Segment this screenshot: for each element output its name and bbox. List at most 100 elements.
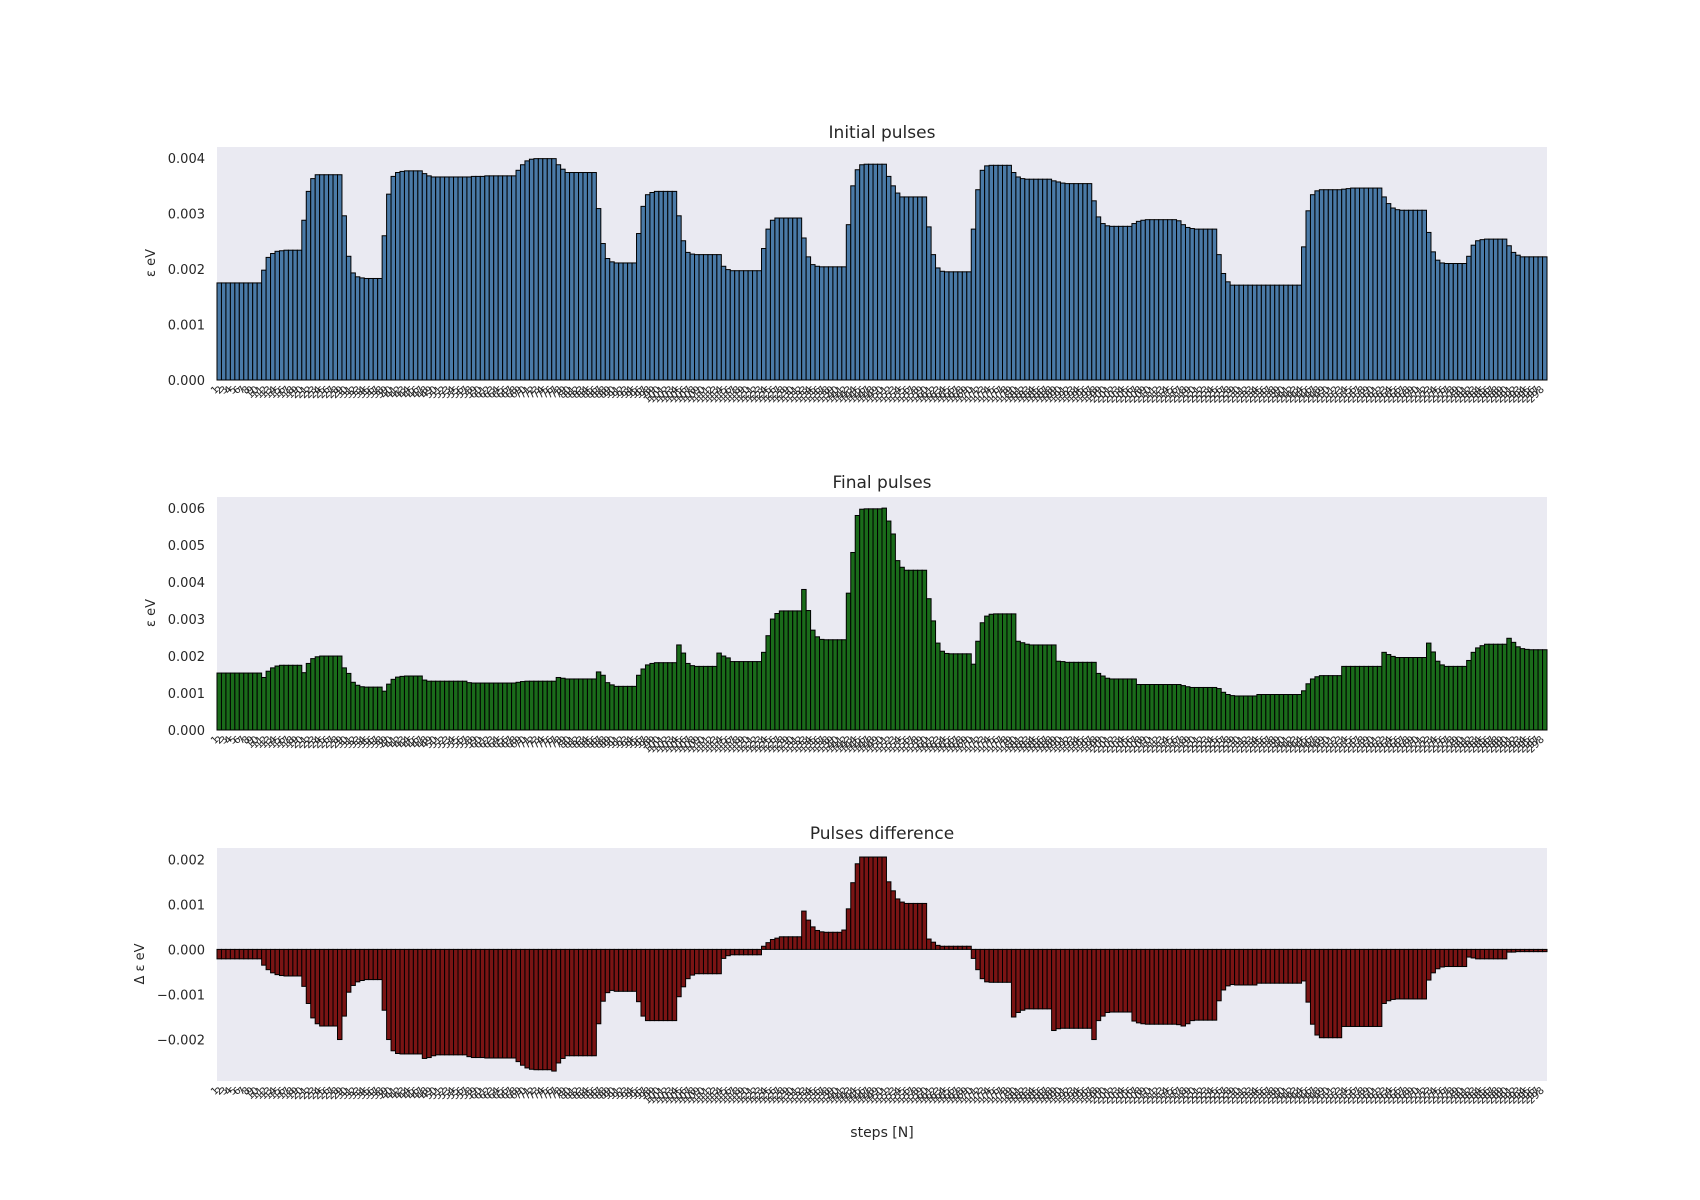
bar xyxy=(1443,948,1450,968)
bar xyxy=(707,948,713,975)
bar xyxy=(368,686,374,731)
bar xyxy=(832,266,838,381)
bar xyxy=(984,948,990,983)
bar xyxy=(586,678,593,731)
bar xyxy=(1153,219,1160,381)
bar xyxy=(1153,684,1160,731)
bar xyxy=(689,948,696,976)
ytick-label: 0.001 xyxy=(168,687,205,702)
bar xyxy=(970,663,977,731)
bar xyxy=(1327,189,1334,381)
bar xyxy=(1354,187,1361,381)
bar xyxy=(1528,256,1535,381)
bar xyxy=(488,175,495,381)
bar xyxy=(609,684,615,731)
bar xyxy=(1528,948,1535,953)
bar xyxy=(421,948,428,1059)
bar xyxy=(877,856,883,950)
bar xyxy=(845,224,852,381)
bar xyxy=(377,948,383,981)
bar xyxy=(805,256,812,381)
bar xyxy=(1484,238,1490,381)
bar xyxy=(792,936,798,950)
bar xyxy=(1251,948,1258,986)
bar xyxy=(997,164,1003,381)
bar xyxy=(769,618,776,731)
bar xyxy=(993,164,999,381)
bar xyxy=(783,936,789,950)
bar xyxy=(546,680,553,731)
bar xyxy=(1122,948,1128,1013)
bar xyxy=(1037,178,1044,381)
bar xyxy=(827,931,834,950)
bar xyxy=(970,228,977,381)
ytick-label: −0.001 xyxy=(157,989,205,1004)
bar xyxy=(613,948,620,992)
bar xyxy=(841,266,847,381)
bar xyxy=(1006,613,1012,731)
bar xyxy=(1452,665,1459,731)
bar xyxy=(649,948,655,1022)
bar xyxy=(484,682,490,731)
bar xyxy=(1171,219,1178,381)
bar xyxy=(885,881,892,950)
bar xyxy=(1176,684,1182,731)
xlabel-steps: steps [N] xyxy=(850,1125,913,1141)
bar xyxy=(560,168,566,381)
bar xyxy=(653,662,660,731)
bar xyxy=(372,686,379,731)
bar xyxy=(680,240,687,381)
bar xyxy=(1336,675,1343,731)
bar xyxy=(292,664,298,731)
bar xyxy=(1095,216,1102,381)
bar xyxy=(1274,694,1280,731)
bar xyxy=(1109,948,1115,1013)
bar xyxy=(957,271,963,381)
bar xyxy=(386,948,392,1041)
bar xyxy=(283,948,289,977)
bar xyxy=(1019,642,1026,731)
bar xyxy=(399,675,405,731)
bar xyxy=(1126,678,1133,731)
bar xyxy=(930,941,937,950)
bar xyxy=(720,948,727,959)
bar xyxy=(676,215,682,381)
bar xyxy=(1426,642,1432,731)
bar xyxy=(1350,187,1356,381)
bar xyxy=(1198,948,1204,1021)
bar xyxy=(1060,948,1066,1029)
bar xyxy=(1086,661,1093,731)
bar xyxy=(935,642,941,731)
bar xyxy=(310,178,316,381)
bar xyxy=(278,948,285,977)
bar xyxy=(359,686,365,731)
bar xyxy=(1158,948,1164,1025)
bar xyxy=(1051,180,1057,381)
bar xyxy=(524,160,530,381)
bar xyxy=(323,174,330,381)
bar xyxy=(1426,231,1432,381)
bars-difference xyxy=(216,856,1548,1072)
bar xyxy=(734,661,740,731)
bar xyxy=(868,163,874,381)
bar xyxy=(859,508,865,731)
bar xyxy=(488,948,495,1059)
bar xyxy=(439,680,446,731)
bar xyxy=(395,172,401,381)
bar xyxy=(466,176,472,381)
bar xyxy=(243,948,249,960)
bar xyxy=(564,678,571,731)
bar xyxy=(921,196,928,381)
bar xyxy=(1412,209,1419,381)
bar xyxy=(261,948,267,966)
bar xyxy=(448,680,455,731)
bar xyxy=(1037,644,1044,731)
bar xyxy=(1167,948,1173,1025)
bar xyxy=(1135,684,1142,731)
bar xyxy=(752,661,758,731)
bar xyxy=(328,174,334,381)
bar xyxy=(961,271,968,381)
bar xyxy=(943,271,950,381)
bar xyxy=(1024,643,1030,731)
bar xyxy=(1497,948,1503,960)
